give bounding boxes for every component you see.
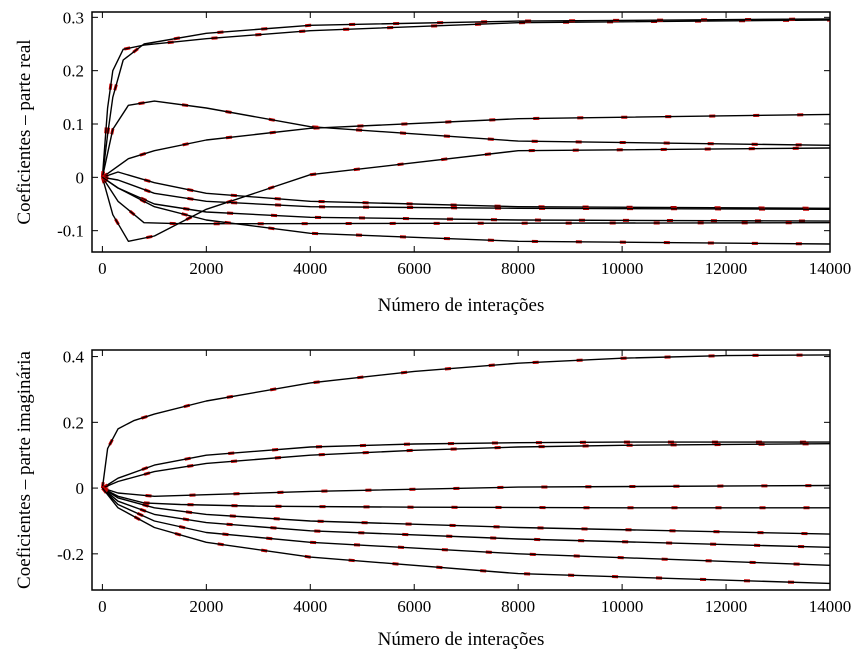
imaginary-part-plot-frame xyxy=(91,349,831,591)
real-part-x-tick-label: 14000 xyxy=(809,259,852,278)
real-part-series-7-line xyxy=(102,176,831,210)
real-part-series-2-line xyxy=(101,18,831,178)
real-part-x-tick-label: 12000 xyxy=(705,259,748,278)
real-part-series-9-line xyxy=(101,176,831,225)
imaginary-part-x-ticks: 0 2000 4000 6000 8000 10000 12000 14000 xyxy=(98,350,851,616)
imaginary-part-y-tick-label: 0.4 xyxy=(63,348,85,367)
real-part-x-tick-label: 4000 xyxy=(293,259,327,278)
real-part-y-tick-label: 0.2 xyxy=(63,62,84,81)
real-part-series-1-line xyxy=(101,19,831,178)
imaginary-part-x-tick-label: 10000 xyxy=(601,597,644,616)
imaginary-part-series-3-line xyxy=(102,443,831,489)
real-part-y-tick-label: 0 xyxy=(76,168,85,187)
imaginary-part-y-tick-label: 0.2 xyxy=(63,413,84,432)
imaginary-part-series-4-line xyxy=(102,484,831,497)
real-part-x-tick-label: 10000 xyxy=(601,259,644,278)
real-part-y-tick-label: -0.1 xyxy=(57,222,84,241)
imaginary-part-series-1-line xyxy=(101,354,831,489)
imaginary-part-y-ticks: -0.2 0 0.2 0.4 xyxy=(57,348,830,564)
real-part-series-10-line xyxy=(102,176,831,245)
imaginary-part-x-axis-label: Número de interações xyxy=(378,629,545,650)
real-part-series-6-line xyxy=(102,171,831,209)
real-part-series-3-line xyxy=(101,100,831,178)
imaginary-part-series-group xyxy=(100,353,831,585)
imaginary-part-series-9-line xyxy=(101,487,831,585)
real-part-x-tick-label: 8000 xyxy=(501,259,535,278)
imaginary-part-x-tick-label: 6000 xyxy=(397,597,431,616)
imaginary-part-x-tick-label: 14000 xyxy=(809,597,852,616)
imaginary-part-series-6-line xyxy=(102,487,831,535)
real-part-x-axis-label: Número de interações xyxy=(378,295,545,316)
real-part-x-tick-label: 6000 xyxy=(397,259,431,278)
imaginary-part-y-tick-label: 0 xyxy=(76,479,85,498)
real-part-y-axis-label: Coeficientes – parte real xyxy=(14,39,35,224)
imaginary-part-series-2-line xyxy=(102,441,830,489)
imaginary-part-x-tick-label: 0 xyxy=(98,597,107,616)
real-part-y-ticks: -0.1 0 0.1 0.2 0.3 xyxy=(57,8,830,241)
imaginary-part-series-5-line xyxy=(102,487,830,509)
imaginary-part-x-tick-label: 8000 xyxy=(501,597,535,616)
real-part-x-tick-label: 0 xyxy=(98,259,107,278)
real-part-plot-frame xyxy=(91,11,831,253)
imaginary-part-y-tick-label: -0.2 xyxy=(57,545,84,564)
real-part-y-tick-label: 0.3 xyxy=(63,8,84,27)
real-part-x-ticks: 0 2000 4000 6000 8000 10000 12000 14000 xyxy=(98,12,851,278)
imaginary-part-x-tick-label: 2000 xyxy=(189,597,223,616)
imaginary-part-series-7-line xyxy=(101,487,831,548)
real-part-series-group xyxy=(100,17,831,246)
imaginary-part-x-tick-label: 12000 xyxy=(705,597,748,616)
real-part-series-5-line xyxy=(101,147,831,243)
imaginary-part-series-8-line xyxy=(101,487,831,566)
real-part-y-tick-label: 0.1 xyxy=(63,115,84,134)
real-part-x-tick-label: 2000 xyxy=(189,259,223,278)
real-part-series-4-line xyxy=(101,113,831,178)
imaginary-part-chart: 0 2000 4000 6000 8000 10000 12000 14000 -0.2 0 0.… xyxy=(14,348,851,650)
real-part-chart: 0 2000 4000 6000 8000 10000 12000 14000 -0.1 0 0.… xyxy=(14,8,851,316)
imaginary-part-y-axis-label: Coeficientes – parte imaginária xyxy=(14,350,35,588)
imaginary-part-x-tick-label: 4000 xyxy=(293,597,327,616)
